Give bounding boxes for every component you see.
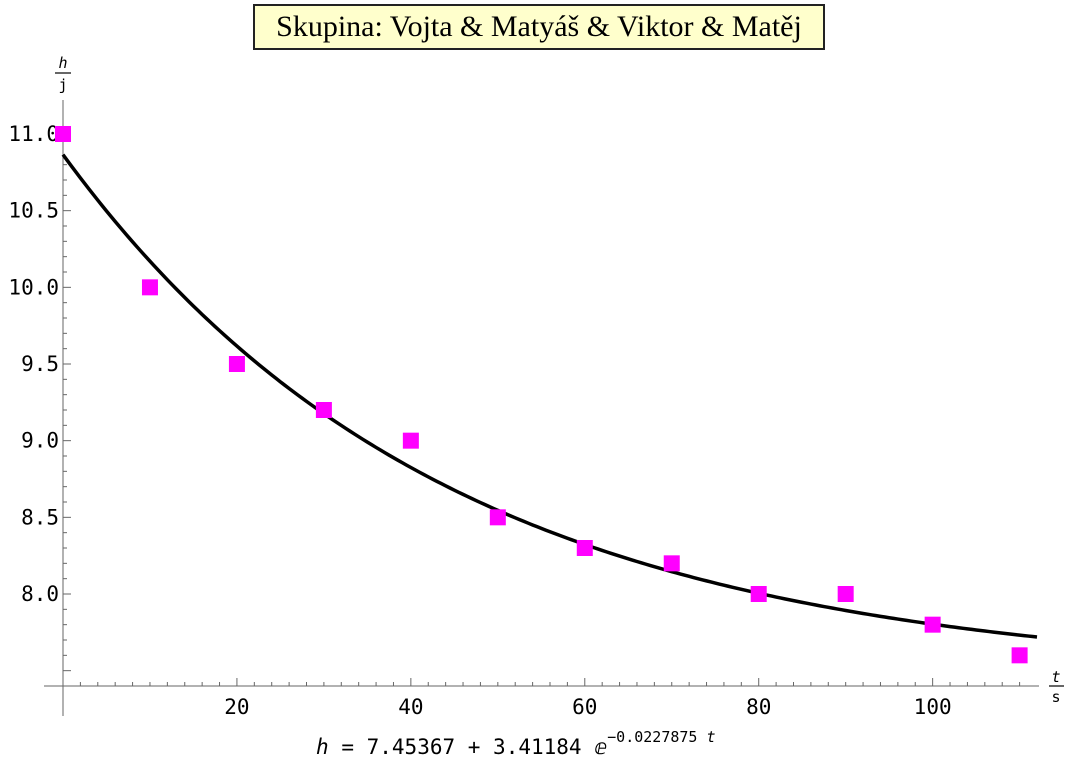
data-point <box>228 356 245 372</box>
y-axis-unit-denom: j <box>58 76 67 94</box>
axes <box>44 100 1039 716</box>
y-tick-label: 11.0 <box>8 122 59 146</box>
x-axis-unit-var: t <box>1051 668 1060 686</box>
data-point <box>837 586 854 602</box>
x-axis-unit: t s <box>1049 668 1064 706</box>
x-axis-unit-denom: s <box>1051 688 1060 706</box>
data-points <box>55 126 1028 664</box>
data-point <box>141 279 158 296</box>
chart-title: Skupina: Vojta & Matyáš & Viktor & Matěj <box>253 4 825 50</box>
fit-formula: h = 7.45367 + 3.41184 ⅇ−0.0227875 t <box>316 724 716 759</box>
formula-lhs: h <box>316 735 329 759</box>
data-point <box>924 616 941 633</box>
x-tick-label: 20 <box>224 695 249 719</box>
tick-labels: 20 40 60 80 100 8.0 8.5 9.0 9.5 10.0 10.5 11.0 <box>8 122 951 719</box>
y-axis-unit: h j <box>55 54 71 94</box>
y-tick-label: 10.5 <box>8 199 59 223</box>
formula-eq: = <box>341 735 354 759</box>
data-point <box>750 586 767 602</box>
data-point <box>402 432 419 449</box>
x-tick-label: 100 <box>914 695 952 719</box>
formula-base: 7.45367 + 3.41184 <box>366 735 582 759</box>
y-tick-label: 10.0 <box>8 275 59 299</box>
y-tick-label: 8.5 <box>21 505 59 529</box>
x-tick-label: 40 <box>398 695 423 719</box>
data-point <box>315 402 332 418</box>
data-point <box>576 540 593 556</box>
y-tick-label: 9.5 <box>21 352 59 376</box>
formula-exponent: −0.0227875 t <box>607 728 716 746</box>
data-point <box>489 509 506 526</box>
fit-curve <box>61 153 1038 639</box>
formula-e: ⅇ <box>594 735 608 759</box>
y-axis-unit-var: h <box>58 54 67 72</box>
y-tick-label: 9.0 <box>21 429 59 453</box>
data-point <box>1011 647 1028 664</box>
x-tick-label: 80 <box>746 695 771 719</box>
x-tick-label: 60 <box>572 695 597 719</box>
data-point <box>663 555 680 572</box>
data-point <box>55 126 71 142</box>
y-tick-label: 8.0 <box>21 582 59 606</box>
axis-ticks <box>63 164 1021 686</box>
